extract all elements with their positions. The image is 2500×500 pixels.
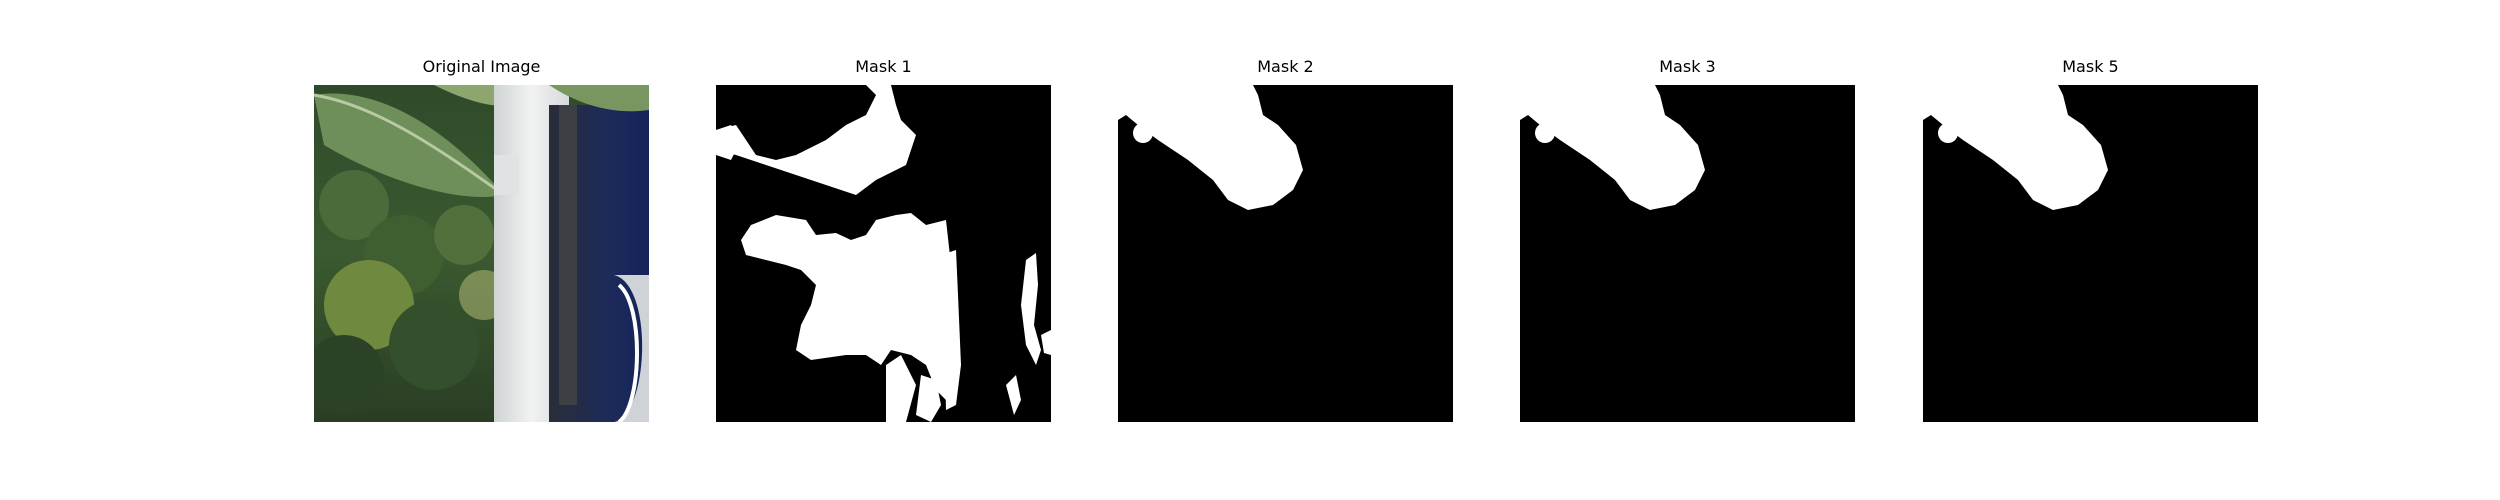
original-image-panel: Original Image (314, 55, 649, 422)
panel-title: Mask 3 (1659, 57, 1716, 76)
mask-3-image (1520, 85, 1855, 422)
mask-5-panel: Mask 5 (1923, 55, 2258, 422)
mask-2-image (1118, 85, 1453, 422)
panel-title: Mask 5 (2062, 57, 2119, 76)
mask-1-panel: Mask 1 (716, 55, 1051, 422)
original-image (314, 85, 649, 422)
mask-2-panel: Mask 2 (1118, 55, 1453, 422)
panel-title: Mask 1 (855, 57, 912, 76)
mask-3-panel: Mask 3 (1520, 55, 1855, 422)
panel-title: Mask 2 (1257, 57, 1314, 76)
mask-1-image (716, 85, 1051, 422)
panel-title: Original Image (422, 57, 541, 76)
mask-5-image (1923, 85, 2258, 422)
